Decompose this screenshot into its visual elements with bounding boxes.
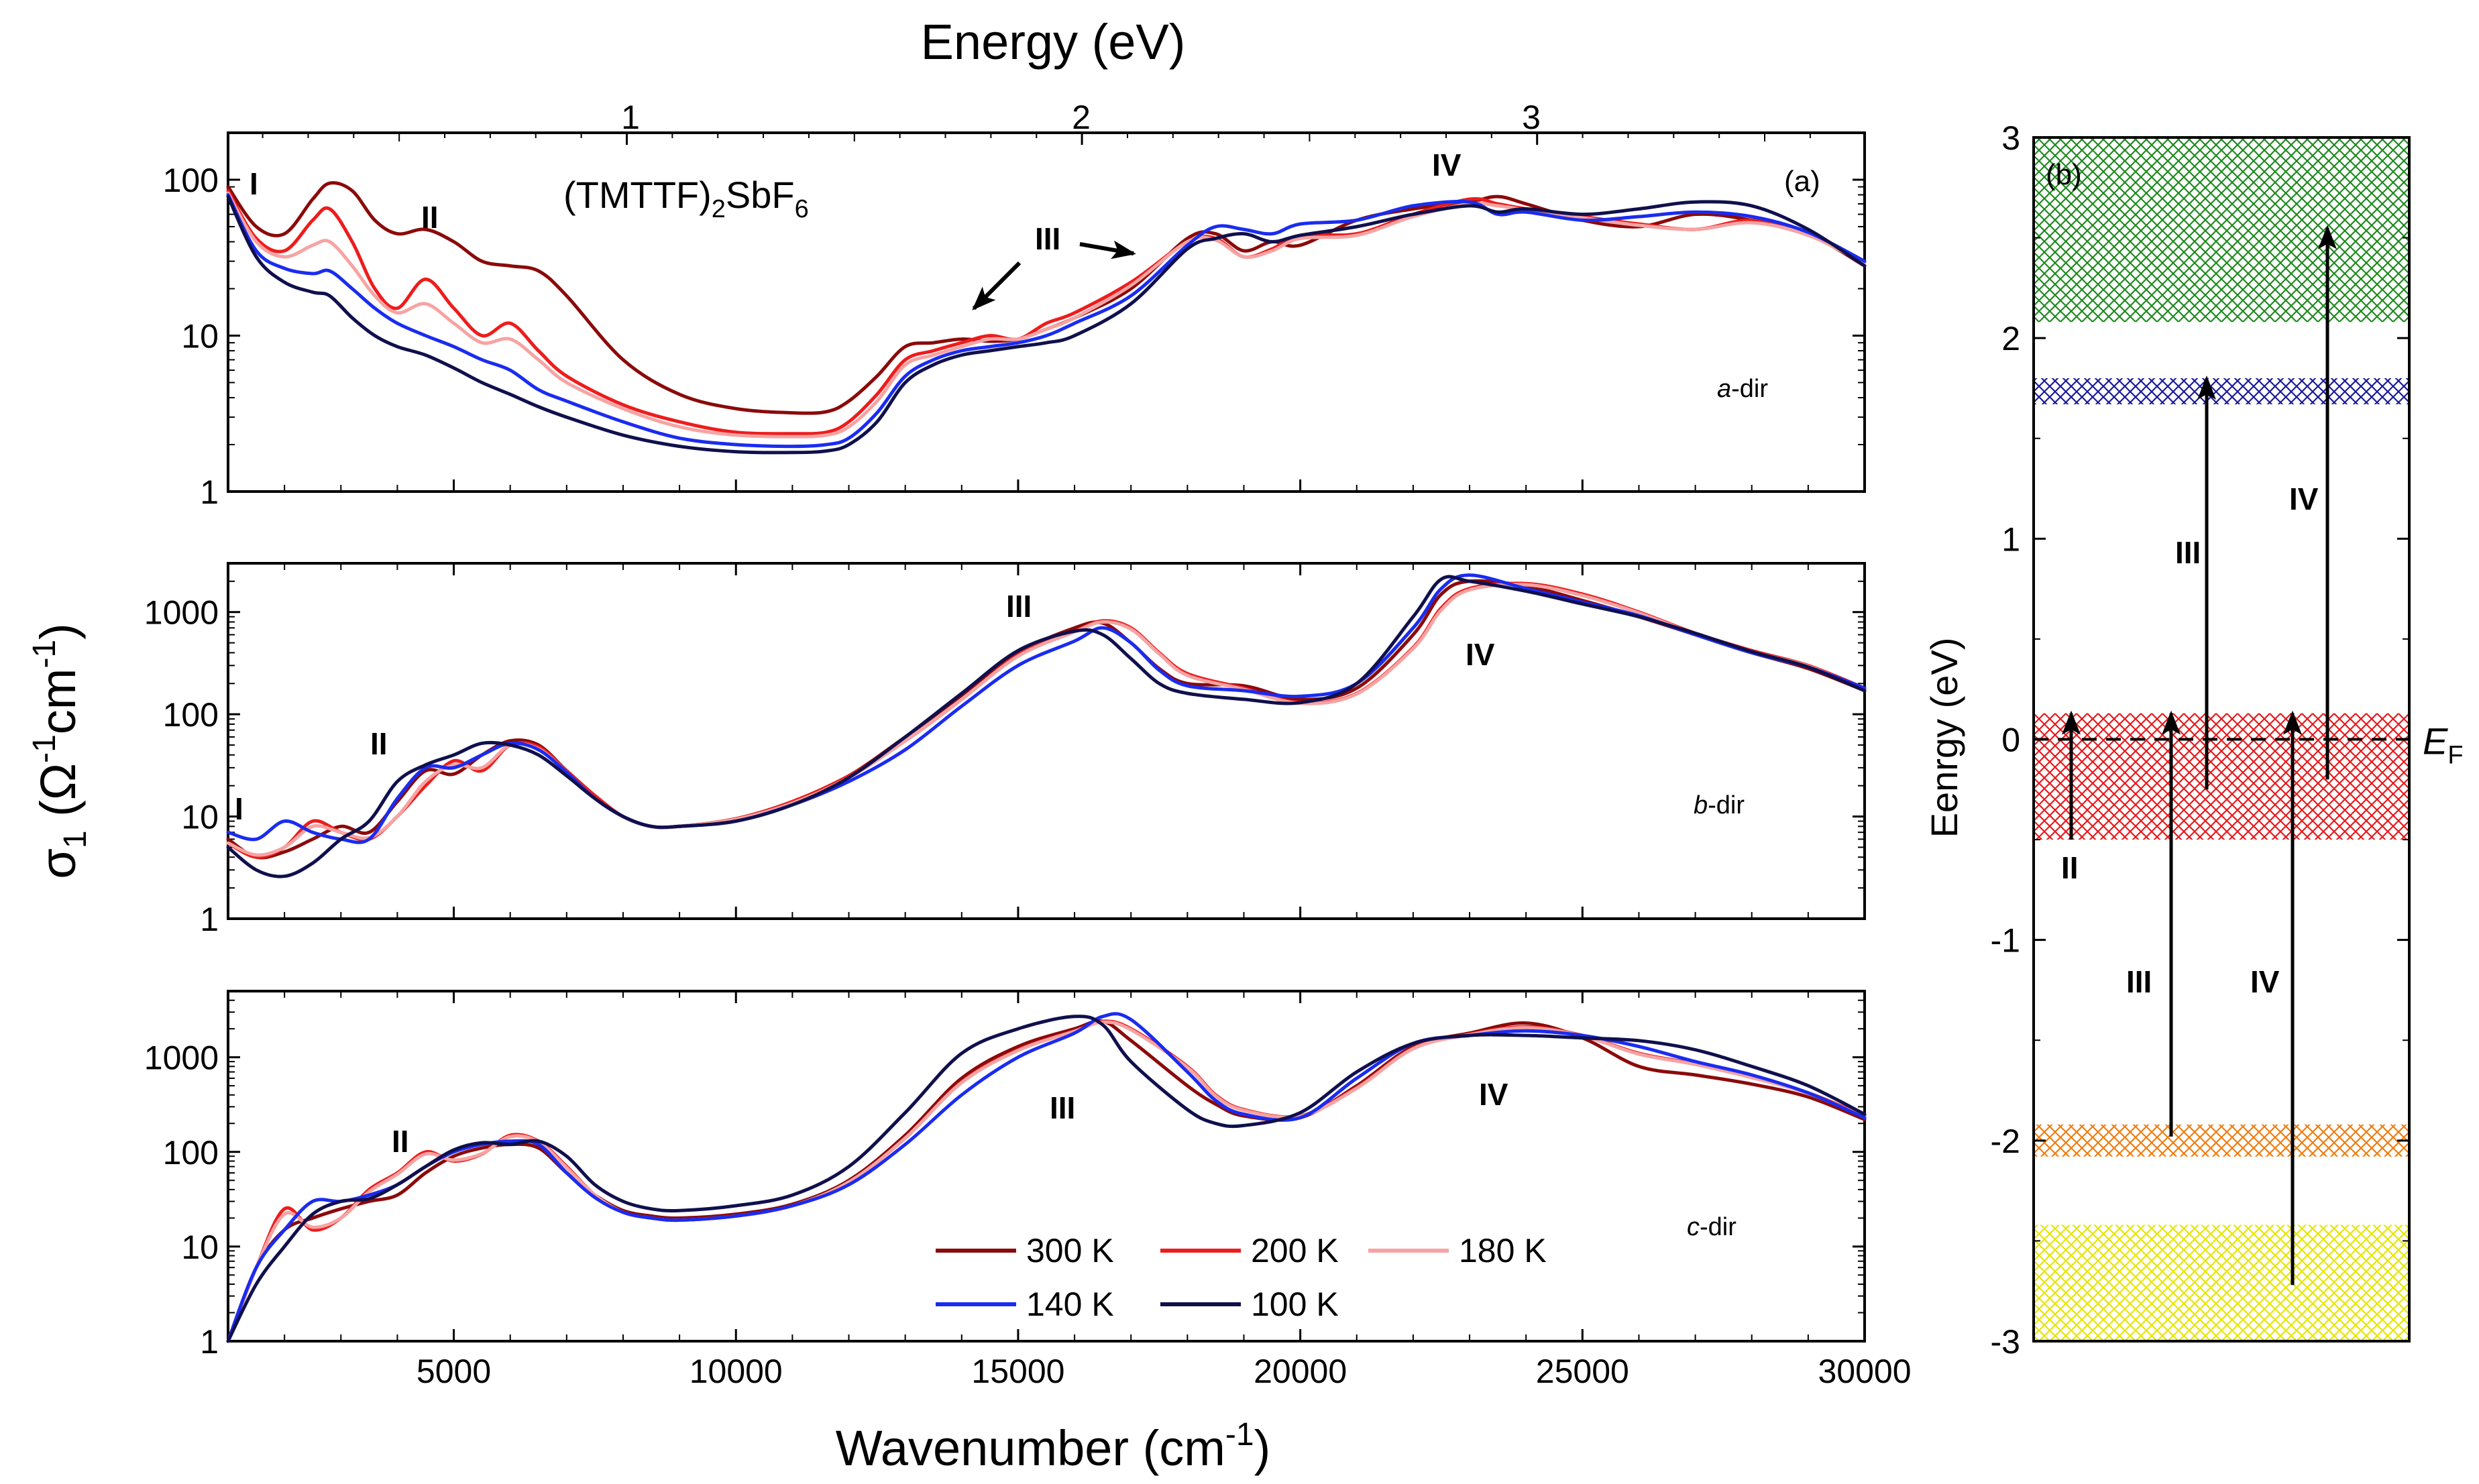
compound-label: (TMTTF)2SbF6 [563,174,809,223]
band-y-tick-label: 3 [2001,119,2020,157]
series-300k [226,1019,1867,1343]
panel-a-frame [227,131,1866,493]
energy-band [2034,378,2409,404]
band-y-tick-label: -3 [1991,1323,2020,1361]
panel-a-annot-IV: IV [1432,148,1462,182]
x-tick-label: 20000 [1254,1353,1347,1390]
y-tick-label: 1 [200,1323,219,1361]
series-300k [226,181,1867,415]
band-y-tick-label: -2 [1991,1123,2020,1160]
panel-a-curves [226,181,1867,455]
legend-label: 140 K [1026,1286,1114,1323]
y-tick-label: 10 [181,317,219,355]
panel-c-dir-label: c-dir [1687,1213,1737,1241]
series-100k [226,194,1867,455]
energy-band [2034,137,2409,323]
panel-a-arrow-left [972,261,1022,310]
top-axis-label: Energy (eV) [921,14,1186,70]
band-y-tick-label: -1 [1991,922,2020,960]
top-tick-3: 3 [1522,99,1541,136]
y-tick-label: 1000 [144,594,219,632]
top-tick-1: 1 [621,99,640,136]
transition-label: III [2175,535,2201,570]
y-tick-label: 100 [163,696,219,734]
y-tick-label: 10 [181,799,219,836]
legend-label: 200 K [1251,1232,1339,1269]
panel-a-dir-label: a-dir [1717,375,1768,403]
legend-label: 100 K [1251,1286,1339,1323]
y-axis-label: σ1 (Ω-1cm-1) [27,623,93,879]
transition-label: III [2126,964,2152,999]
band-y-axis-label: Eenrgy (eV) [1923,638,1965,838]
band-y-tick-label: 0 [2001,722,2020,759]
y-tick-label: 1 [200,473,219,511]
energy-band [2034,713,2409,840]
band-y-tick-label: 1 [2001,520,2020,558]
y-tick-label: 100 [163,162,219,199]
y-tick-label: 1000 [144,1039,219,1077]
x-axis-label: Wavenumber (cm-1) [836,1417,1271,1476]
legend-label: 300 K [1026,1232,1114,1269]
band-ticks: -3 -2 -1 0 1 2 3 [1991,119,2409,1361]
panel-a-ticks: 1 10 100 [163,132,1866,511]
panel-a-annot-III: III [1035,221,1060,256]
panel-c-annot-IV: IV [1479,1077,1508,1112]
panel-c-ticks: 5000 10000 15000 20000 25000 30000 1 10 100 1000 [144,990,1912,1390]
panel-b-annot-I: I [235,791,243,826]
panel-b-annot-II: II [370,726,388,761]
series-180k [226,191,1867,439]
panel-a-annot-II: II [421,200,439,235]
y-tick-label: 10 [181,1229,219,1266]
panel-b-bdir: 1 10 100 1000 I II III IV b-dir [144,562,1867,938]
x-tick-label: 30000 [1818,1353,1911,1390]
panel-a-arrow-right [1079,240,1136,260]
x-tick-label: 15000 [971,1353,1064,1390]
fermi-label: EF [2423,720,2464,770]
panel-b-frame [227,562,1866,920]
top-ticklabels: 1 2 3 [621,99,1541,136]
transition-label: IV [2289,481,2319,516]
panel-b-label: (b) [2046,158,2082,191]
panel-b-dir-label: b-dir [1694,791,1745,819]
transition-label: IV [2250,964,2280,999]
series-140k [226,573,1867,844]
panel-a-adir: 1 10 100 1 2 3 (TMTTF)2SbF6 (a) I II III I… [163,99,1867,511]
panel-b-annot-IV: IV [1466,637,1495,672]
panel-c-annot-II: II [392,1124,409,1159]
panel-c-cdir: 5000 10000 15000 20000 25000 300001101001000 … [144,990,1912,1390]
x-tick-label: 25000 [1536,1353,1629,1390]
energy-band [2034,1224,2409,1341]
series-180k [226,1020,1867,1343]
panel-a-annot-I: I [250,166,258,201]
panel-c-curves [226,1012,1867,1343]
legend-label: 180 K [1459,1232,1547,1269]
top-tick-2: 2 [1072,99,1091,136]
band-y-tick-label: 2 [2001,320,2020,357]
series-200k [226,188,1867,436]
series-100k [226,1015,1867,1343]
series-100k [226,575,1867,878]
bands [2034,137,2409,1341]
panel-b-ticks: 1 10 100 1000 [144,563,1866,938]
series-180k [226,583,1867,857]
legend: 300 K 200 K 180 K 140 K 100 K [936,1232,1547,1323]
y-tick-label: 1 [200,901,219,938]
energy-band [2034,1124,2409,1157]
x-tick-label: 10000 [690,1353,783,1390]
panel-b-curves [226,573,1867,878]
series-140k [226,193,1867,449]
y-tick-label: 100 [163,1134,219,1172]
panel-b-annot-III: III [1006,589,1032,624]
panel-c-annot-III: III [1050,1090,1075,1125]
series-200k [226,581,1867,859]
transition-label: II [2061,850,2079,885]
panel-a-label: (a) [1784,165,1820,198]
x-tick-label: 5000 [417,1353,491,1390]
series-300k [226,579,1867,860]
